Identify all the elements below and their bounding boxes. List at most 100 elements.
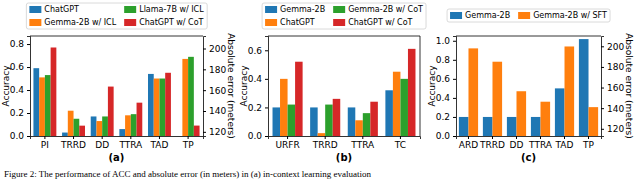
tick-mark xyxy=(362,136,363,139)
tick-mark xyxy=(203,132,206,133)
legend-swatch xyxy=(518,12,530,19)
tick-label: 120 xyxy=(607,124,624,134)
legend-swatch xyxy=(333,6,345,13)
bar xyxy=(131,114,137,136)
tick-label: 200 xyxy=(607,42,624,52)
y-axis: 0.00.20.40.60.81.0 xyxy=(436,36,457,141)
bar xyxy=(565,46,575,136)
bar xyxy=(400,79,408,136)
bar xyxy=(579,39,589,136)
bar xyxy=(541,102,551,136)
legend: Gemma-2B Gemma-2B w/ SFT xyxy=(447,9,610,22)
x-axis: PITRRDDDTTRATADTP xyxy=(31,136,204,150)
frame-top xyxy=(30,36,203,37)
legend-swatch xyxy=(29,6,41,13)
tick-label: TP xyxy=(582,140,594,150)
tick: 0.0 xyxy=(436,131,456,141)
tick-mark xyxy=(540,136,541,139)
panel-title: (a) xyxy=(109,152,125,163)
bar xyxy=(273,107,281,136)
bar xyxy=(39,77,45,136)
tick-mark xyxy=(27,136,30,137)
x-axis: ARDTRRDDDTTRATADTP xyxy=(457,136,602,150)
tick-mark xyxy=(27,67,30,68)
y-axis-title: Accuracy xyxy=(427,65,437,107)
bar xyxy=(62,133,68,136)
tick-label: 0.0 xyxy=(248,131,263,141)
y2-axis-title: Absolute error (meters) xyxy=(226,33,236,139)
axis-line xyxy=(453,37,457,137)
tick-mark xyxy=(203,49,206,50)
tick-label: 140 xyxy=(607,104,624,114)
bar xyxy=(295,62,303,136)
bar xyxy=(102,116,108,136)
tick: 0.0 xyxy=(248,131,268,141)
legend-label: Llama-7B w/ ICL xyxy=(139,5,204,14)
tick-label: TTRA xyxy=(350,140,375,150)
legend-label: ChatGPT xyxy=(280,18,315,27)
legend-item: ChatGPT xyxy=(29,5,79,14)
bar xyxy=(119,129,125,136)
tick-mark xyxy=(453,117,456,118)
tick: 0.0 xyxy=(10,131,30,141)
bar xyxy=(468,48,478,136)
panel: 0.00.20.40.6URFRTRRDTTRATCAccuracy(b)Gem… xyxy=(239,3,427,163)
frame-top xyxy=(268,36,420,37)
tick-label: 0.6 xyxy=(436,74,451,84)
tick: 0.8 xyxy=(436,55,456,65)
bar xyxy=(288,105,296,136)
tick: 0.6 xyxy=(248,46,268,56)
tick-mark xyxy=(601,129,604,130)
legend: Gemma-2BChatGPTGemma-2B w/ CoTChatGPT w/… xyxy=(262,3,426,29)
legend-label: Gemma-2B w/ CoT xyxy=(348,5,423,14)
bar xyxy=(96,121,102,136)
tick-label: TRRD xyxy=(60,140,86,150)
tick-label: TP xyxy=(182,140,194,150)
tick-label: TRRD xyxy=(479,140,505,150)
tick-label: 0.0 xyxy=(436,131,451,141)
bar xyxy=(33,68,39,136)
tick-label: TRRD xyxy=(312,140,338,150)
tick-mark xyxy=(44,136,45,139)
tick-label: 0.6 xyxy=(248,46,263,56)
tick: URFR xyxy=(275,136,299,150)
tick: TTRA xyxy=(350,136,375,150)
tick: 0.2 xyxy=(436,112,456,122)
tick: 140 xyxy=(203,106,226,116)
tick-label: 0.8 xyxy=(436,55,451,65)
y2-axis: 120140160180200 xyxy=(601,37,624,137)
y-axis-title: Accuracy xyxy=(1,65,11,107)
bar xyxy=(188,57,194,136)
panel-title: (b) xyxy=(336,152,352,163)
tick-label: 180 xyxy=(607,62,624,72)
bar xyxy=(318,133,326,136)
bar xyxy=(310,107,318,136)
tick-mark xyxy=(516,136,517,139)
bar xyxy=(194,126,200,136)
legend-swatch xyxy=(265,19,277,26)
tick-mark xyxy=(265,50,268,51)
tick: 0.2 xyxy=(10,108,30,118)
bar xyxy=(531,117,541,136)
tick-mark xyxy=(159,136,160,139)
tick-label: 0.6 xyxy=(10,62,25,72)
y2-axis-title: Absolute error (meters) xyxy=(624,33,634,139)
figure: 0.00.20.40.60.8120140160180200Absolute e… xyxy=(0,0,640,182)
tick: 180 xyxy=(203,65,226,75)
axis-line xyxy=(269,137,421,140)
y2-axis: 120140160180200 xyxy=(203,37,226,138)
tick-mark xyxy=(601,67,604,68)
legend-item: Gemma-2B w/ SFT xyxy=(518,11,607,20)
axis-line xyxy=(27,37,31,137)
bar xyxy=(159,79,165,136)
legend-frame xyxy=(447,9,610,22)
legend-item: Gemma-2B xyxy=(450,11,510,20)
tick: 1.0 xyxy=(436,36,456,46)
bar xyxy=(182,59,188,136)
axis-line xyxy=(457,137,602,140)
axis-line xyxy=(204,37,207,137)
bar xyxy=(393,72,401,136)
legend-swatch xyxy=(124,19,136,26)
tick-mark xyxy=(102,136,103,139)
tick: 120 xyxy=(601,124,624,134)
